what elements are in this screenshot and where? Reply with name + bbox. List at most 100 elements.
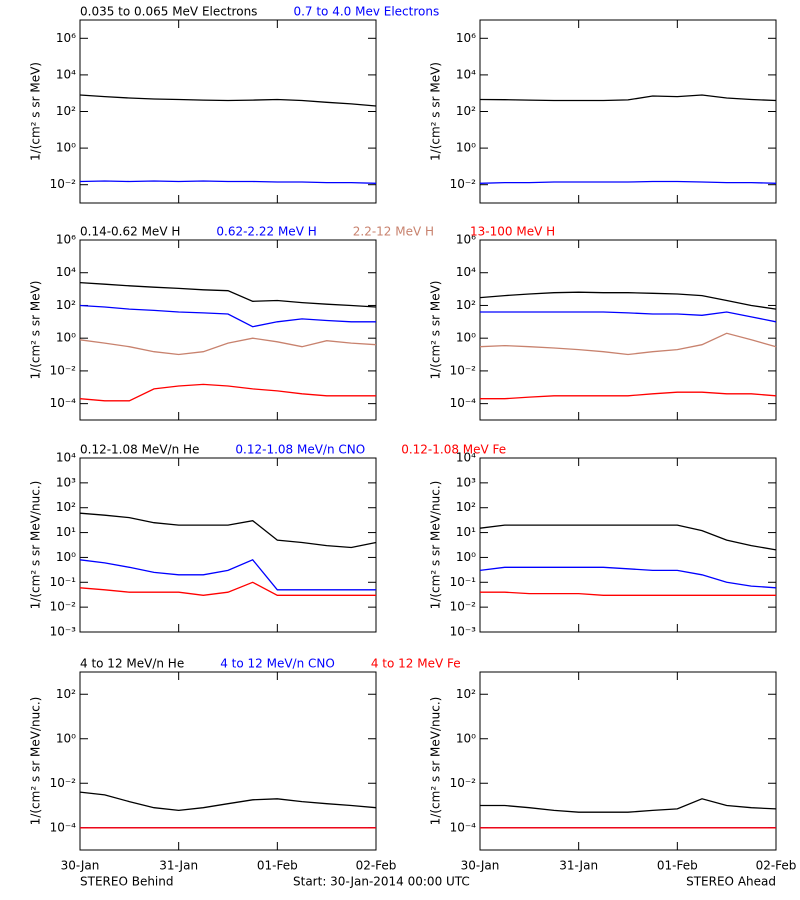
- y-tick-label: 10⁰: [456, 331, 476, 345]
- ahead-label: STEREO Ahead: [686, 875, 776, 889]
- y-tick-label: 10²: [456, 500, 476, 514]
- y-tick-label: 10⁶: [56, 233, 76, 247]
- legend-entry: 0.12-1.08 MeV Fe: [401, 443, 506, 457]
- y-tick-label: 10⁻²: [50, 776, 77, 790]
- y-tick-label: 10⁴: [56, 67, 76, 81]
- y-tick-label: 10⁻¹: [450, 575, 477, 589]
- y-tick-label: 10²: [56, 104, 76, 118]
- x-tick-label: 30-Jan: [461, 859, 500, 873]
- y-tick-label: 10⁰: [456, 141, 476, 155]
- legend-entry: 4 to 12 MeV/n CNO: [220, 657, 335, 671]
- y-tick-label: 10⁰: [456, 731, 476, 745]
- legend-entry: 4 to 12 MeV Fe: [371, 657, 461, 671]
- y-tick-label: 10⁻²: [450, 177, 477, 191]
- data-line: [479, 94, 777, 102]
- x-tick-label: 02-Feb: [756, 859, 797, 873]
- y-tick-label: 10⁴: [456, 265, 476, 279]
- y-tick-label: 10⁴: [56, 265, 76, 279]
- data-line: [79, 581, 376, 596]
- data-line: [479, 180, 777, 184]
- x-tick-label: 31-Jan: [159, 859, 198, 873]
- behind-label: STEREO Behind: [80, 875, 174, 889]
- plot-frame: [479, 239, 777, 421]
- x-tick-label: 30-Jan: [61, 859, 100, 873]
- legend-entry: 0.12-1.08 MeV/n CNO: [235, 443, 365, 457]
- plot-frame: [479, 19, 777, 204]
- plot-frame: [79, 457, 377, 633]
- y-tick-label: 10⁻³: [50, 625, 77, 639]
- y-tick-label: 10⁻²: [50, 363, 77, 377]
- data-line: [79, 383, 376, 402]
- data-line: [479, 291, 777, 310]
- y-axis-label: 1/(cm² s sr MeV/nuc.): [29, 481, 43, 610]
- y-axis-label: 1/(cm² s sr MeV/nuc.): [429, 481, 443, 610]
- y-tick-label: 10⁻²: [450, 776, 477, 790]
- legend-entry: 0.62-2.22 MeV H: [216, 225, 316, 239]
- y-tick-label: 10⁶: [456, 233, 476, 247]
- data-line: [480, 798, 777, 813]
- y-tick-label: 10⁻³: [450, 625, 477, 639]
- data-line: [79, 304, 376, 328]
- y-axis-label: 1/(cm² s sr MeV): [29, 281, 43, 380]
- y-tick-label: 10⁻²: [50, 177, 77, 191]
- legend-entry: 0.7 to 4.0 Mev Electrons: [293, 5, 439, 19]
- x-tick-label: 31-Jan: [559, 859, 598, 873]
- data-line: [79, 512, 377, 549]
- data-line: [480, 591, 776, 596]
- y-tick-label: 10⁻²: [450, 600, 477, 614]
- y-tick-label: 10⁴: [456, 451, 476, 465]
- y-axis-label: 1/(cm² s sr MeV/nuc.): [429, 697, 443, 826]
- y-tick-label: 10⁶: [456, 31, 476, 45]
- y-tick-label: 10⁰: [456, 550, 476, 564]
- y-tick-label: 10¹: [56, 525, 76, 539]
- plot-frame: [479, 457, 777, 633]
- data-line: [479, 566, 777, 589]
- y-tick-label: 10⁻⁴: [50, 396, 77, 410]
- data-line: [79, 791, 377, 812]
- y-tick-label: 10⁻²: [450, 363, 477, 377]
- y-tick-label: 10³: [56, 475, 76, 489]
- legend-entry: 2.2-12 MeV H: [353, 225, 434, 239]
- y-tick-label: 10²: [456, 687, 476, 701]
- y-axis-label: 1/(cm² s sr MeV/nuc.): [29, 697, 43, 826]
- data-line: [79, 94, 377, 107]
- y-tick-label: 10²: [456, 104, 476, 118]
- y-tick-label: 10³: [456, 475, 476, 489]
- data-line: [480, 391, 777, 400]
- y-tick-label: 10²: [456, 298, 476, 312]
- plot-frame: [79, 239, 377, 421]
- y-tick-label: 10⁰: [56, 550, 76, 564]
- x-tick-label: 02-Feb: [356, 859, 397, 873]
- y-tick-label: 10⁻¹: [50, 575, 77, 589]
- y-tick-label: 10⁴: [456, 67, 476, 81]
- data-line: [480, 311, 777, 323]
- y-tick-label: 10⁻⁴: [450, 820, 477, 834]
- y-tick-label: 10¹: [456, 525, 476, 539]
- y-tick-label: 10⁻⁴: [450, 396, 477, 410]
- x-tick-label: 01-Feb: [257, 859, 298, 873]
- y-tick-label: 10⁴: [56, 451, 76, 465]
- y-tick-label: 10⁰: [56, 331, 76, 345]
- y-tick-label: 10⁻⁴: [50, 820, 77, 834]
- legend-entry: 0.035 to 0.065 MeV Electrons: [80, 5, 257, 19]
- data-line: [479, 524, 777, 551]
- plot-frame: [79, 671, 377, 851]
- plot-frame: [479, 671, 777, 851]
- y-tick-label: 10⁰: [56, 731, 76, 745]
- data-line: [79, 180, 377, 184]
- data-line: [79, 337, 377, 356]
- data-line: [79, 281, 377, 308]
- data-line: [79, 559, 376, 591]
- y-tick-label: 10⁻²: [50, 600, 77, 614]
- y-tick-label: 10⁰: [56, 141, 76, 155]
- start-label: Start: 30-Jan-2014 00:00 UTC: [293, 875, 470, 889]
- y-tick-label: 10²: [56, 687, 76, 701]
- y-tick-label: 10²: [56, 500, 76, 514]
- legend-entry: 0.12-1.08 MeV/n He: [80, 443, 199, 457]
- y-axis-label: 1/(cm² s sr MeV): [429, 62, 443, 161]
- y-axis-label: 1/(cm² s sr MeV): [29, 62, 43, 161]
- y-tick-label: 10²: [56, 298, 76, 312]
- y-axis-label: 1/(cm² s sr MeV): [429, 281, 443, 380]
- legend-entry: 13-100 MeV H: [470, 225, 555, 239]
